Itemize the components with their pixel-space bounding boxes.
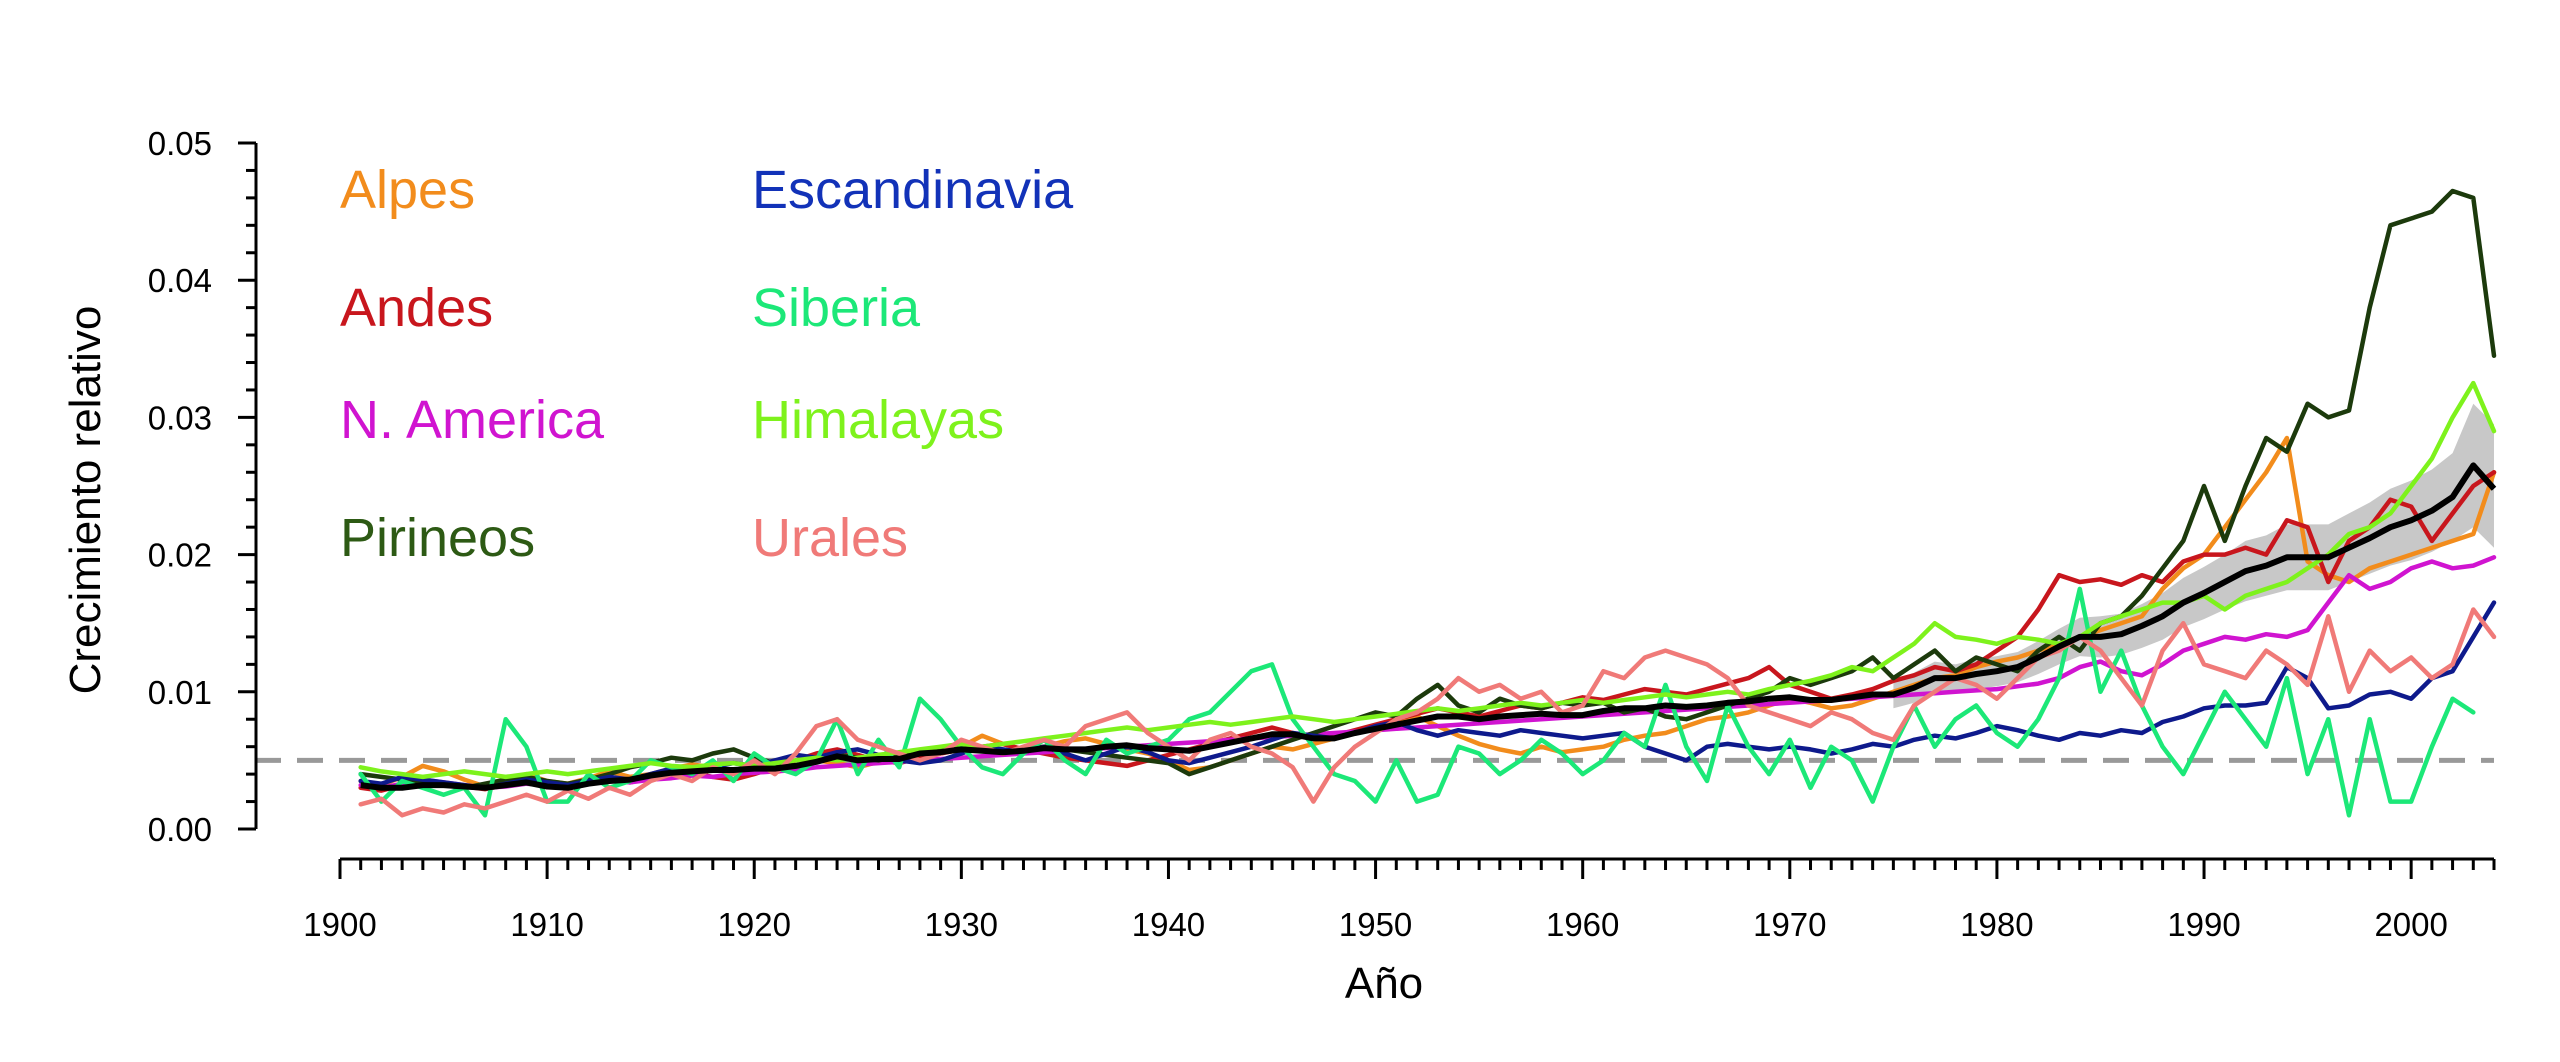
x-tick-label: 1950 <box>1339 906 1412 943</box>
legend-label-urales: Urales <box>752 508 908 568</box>
series-line-himalayas <box>358 380 2497 780</box>
y-axis: 0.00 0.01 0.02 0.03 0.04 0.05 <box>148 125 258 848</box>
series-line-mean <box>360 462 2497 791</box>
x-tick-label: 1930 <box>925 906 998 943</box>
y-tick-label: 0.00 <box>148 811 212 848</box>
series-line-n-america <box>358 555 2497 791</box>
x-tick-label: 1940 <box>1132 906 1205 943</box>
x-tick-label: 1990 <box>2167 906 2240 943</box>
x-axis-title: Año <box>1345 959 1423 1008</box>
legend-label-pirineos: Pirineos <box>340 508 535 568</box>
x-tick-label: 1960 <box>1546 906 1619 943</box>
y-tick-label: 0.02 <box>148 537 212 574</box>
legend-label-alpes: Alpes <box>340 160 475 220</box>
x-tick-label: 1970 <box>1753 906 1826 943</box>
legend-label-siberia: Siberia <box>752 278 921 338</box>
x-tick-label: 1910 <box>510 906 583 943</box>
y-tick-label: 0.03 <box>148 399 212 436</box>
legend-label-himalayas: Himalayas <box>752 390 1004 450</box>
legend: Alpes Andes N. America Pirineos Escandinavia… <box>340 160 1074 568</box>
y-tick-label: 0.05 <box>148 125 212 162</box>
legend-label-andes: Andes <box>340 278 493 338</box>
x-tick-label: 1920 <box>718 906 791 943</box>
series-line-pirineos <box>358 188 2497 791</box>
series-line-siberia <box>358 586 2476 818</box>
series-layer <box>358 188 2497 818</box>
y-tick-label: 0.04 <box>148 262 212 299</box>
y-axis-title: Crecimiento relativo <box>61 306 110 695</box>
x-axis: 1900 1910 1920 1930 1940 1950 1960 1970 1980 1990… <box>303 857 2496 943</box>
legend-label-escandinavia: Escandinavia <box>752 160 1074 220</box>
legend-label-n-america: N. America <box>340 390 605 450</box>
x-tick-label: 2000 <box>2374 906 2447 943</box>
mean-line-layer <box>360 462 2497 791</box>
x-tick-label: 1980 <box>1960 906 2033 943</box>
y-tick-label: 0.01 <box>148 674 212 711</box>
x-tick-label: 1900 <box>303 906 376 943</box>
